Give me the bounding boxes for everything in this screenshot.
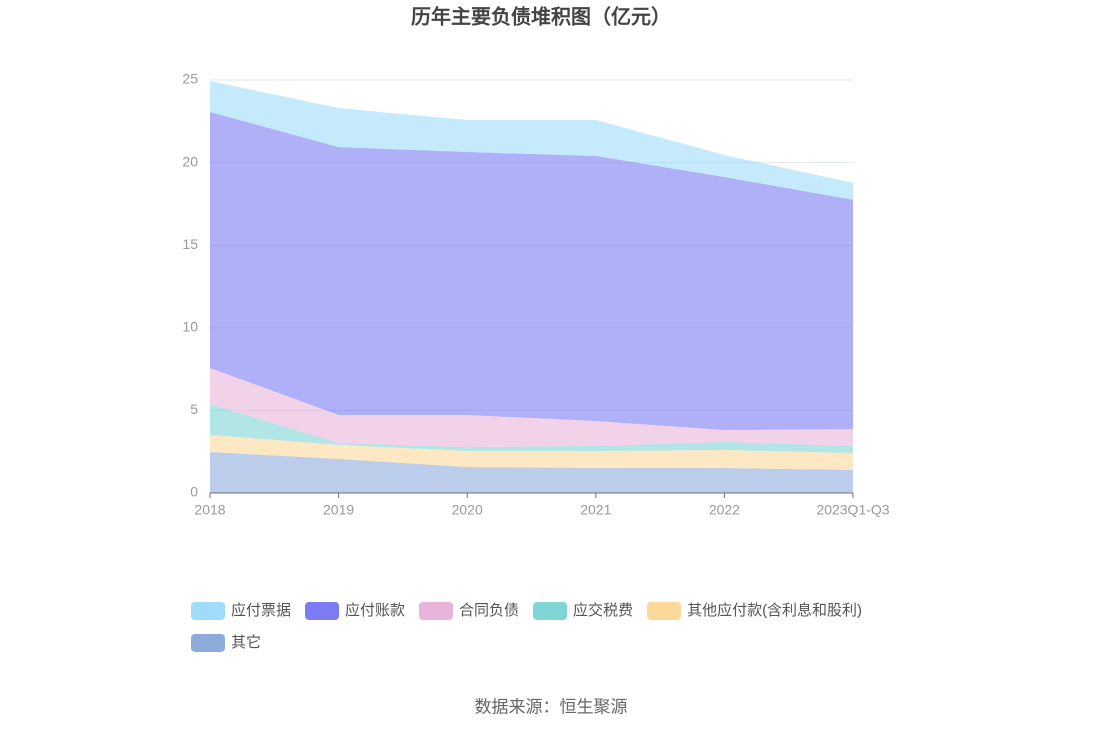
area: [210, 435, 853, 471]
legend-label: 应付票据: [231, 601, 291, 619]
area: [210, 403, 853, 454]
legend-label: 应付账款: [345, 601, 405, 619]
legend-label: 其它: [231, 633, 261, 651]
y-tick-label: 15: [182, 236, 198, 252]
legend-swatch: [419, 602, 454, 620]
legend-swatch: [191, 602, 225, 620]
x-tick-label: 2022: [709, 502, 740, 518]
legend-label: 合同负债: [459, 602, 519, 619]
area: [210, 367, 853, 448]
y-tick-label: 25: [182, 71, 198, 87]
chart-title: 历年主要负债堆积图（亿元）: [411, 4, 671, 28]
legend-swatch: [647, 602, 682, 620]
area: [210, 112, 853, 431]
legend-item: 合同负债: [419, 602, 519, 620]
legend-swatch: [191, 634, 225, 652]
legend-swatch: [533, 602, 568, 620]
area: [210, 452, 853, 493]
x-tick-label: 2021: [580, 502, 611, 518]
areas: [210, 80, 853, 493]
x-tick-label: 2020: [452, 502, 483, 518]
legend-label: 应交税费: [573, 601, 633, 619]
legend-item: 其它: [191, 633, 261, 652]
y-tick-label: 10: [182, 319, 198, 335]
legend-item: 应付票据: [191, 601, 291, 620]
y-tick-label: 5: [190, 401, 198, 417]
x-tick-label: 2018: [194, 502, 225, 518]
x-tick-label: 2019: [323, 502, 354, 518]
legend-item: 应交税费: [533, 601, 633, 620]
area: [210, 80, 853, 200]
legend-item: 其他应付款(含利息和股利): [647, 601, 862, 620]
legend-swatch: [305, 602, 340, 620]
y-tick-label: 20: [182, 153, 198, 169]
y-tick-label: 0: [190, 484, 198, 500]
x-tick-label: 2023Q1-Q3: [816, 502, 889, 518]
legend-item: 应付账款: [305, 601, 405, 620]
legend-label: 其他应付款(含利息和股利): [687, 601, 862, 619]
source-note: 数据来源：恒生聚源: [475, 697, 628, 716]
